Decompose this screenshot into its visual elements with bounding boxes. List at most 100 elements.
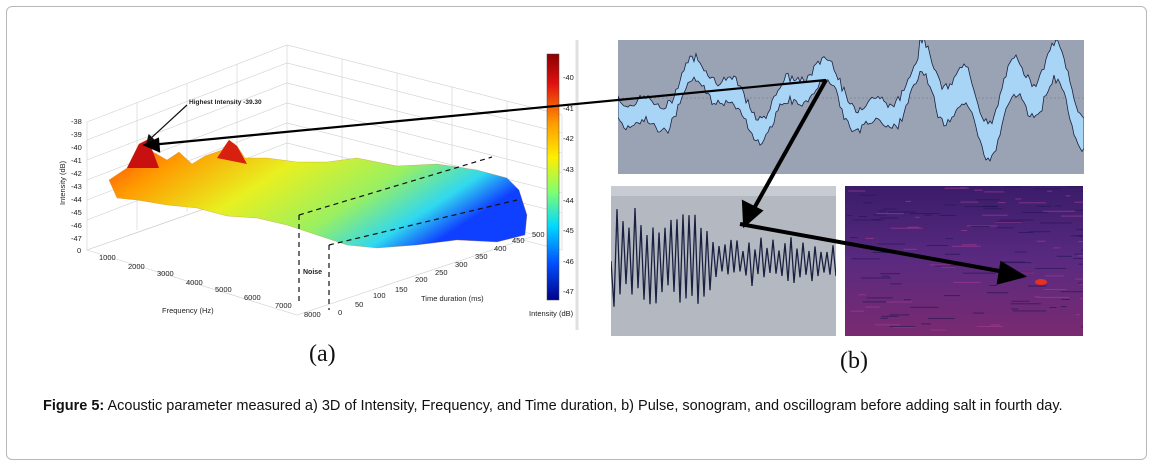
ytick: -44 xyxy=(71,195,82,204)
sonogram-streak xyxy=(1011,300,1030,302)
sonogram-streak xyxy=(849,237,858,238)
sonogram-streak xyxy=(1035,267,1066,269)
sonogram-streak xyxy=(1043,289,1067,290)
sonogram-streak xyxy=(1047,190,1053,192)
colorbar-tick: -41 xyxy=(563,104,574,113)
sonogram-streak xyxy=(1042,210,1075,212)
ytick: -42 xyxy=(71,169,82,178)
sonogram-streak xyxy=(879,217,899,219)
sonogram-streak xyxy=(918,256,930,258)
sonogram-streak xyxy=(1056,255,1072,257)
sonogram-streak xyxy=(1076,235,1082,237)
sonogram-streak xyxy=(1076,228,1083,230)
y-axis-label: Intensity (dB) xyxy=(58,160,67,205)
colorbar-label: Intensity (dB) xyxy=(529,309,574,318)
sonogram-streak xyxy=(1078,263,1083,265)
colorbar-tick: -44 xyxy=(563,196,574,205)
time-axis-label: Time duration (ms) xyxy=(421,294,484,303)
freq-tick: 5000 xyxy=(215,285,232,294)
time-tick: 300 xyxy=(455,260,468,269)
sonogram-streak xyxy=(890,227,923,229)
sonogram-streak xyxy=(860,194,876,196)
sonogram-hotspot xyxy=(1035,279,1047,285)
sonogram-streak xyxy=(1045,275,1064,277)
sonogram-streak xyxy=(1081,190,1083,192)
sonogram-streak xyxy=(921,323,931,325)
freq-tick: 0 xyxy=(77,246,81,255)
sonogram-streak xyxy=(1049,307,1057,308)
sonogram-streak xyxy=(971,226,990,227)
time-tick: 50 xyxy=(355,300,363,309)
sonogram-streak xyxy=(1060,306,1067,308)
sonogram-streak xyxy=(1054,205,1062,207)
sonogram-streak xyxy=(860,277,891,279)
sonogram-streak xyxy=(1033,188,1061,190)
sonogram-streak xyxy=(962,272,996,274)
sonogram-streak xyxy=(945,238,954,240)
sonogram-streak xyxy=(858,216,868,218)
sonogram-streak xyxy=(1002,261,1026,263)
sonogram-streak xyxy=(848,190,866,192)
sonogram-streak xyxy=(1011,272,1034,274)
sonogram-streak xyxy=(1075,278,1083,280)
sonogram-streak xyxy=(882,275,890,277)
colorbar xyxy=(546,53,560,301)
freq-tick: 1000 xyxy=(99,253,116,262)
sonogram-streak xyxy=(892,326,915,328)
sonogram-streak xyxy=(883,208,897,210)
sonogram-streak xyxy=(976,326,1003,327)
colorbar-tick: -42 xyxy=(563,134,574,143)
sonogram-streak xyxy=(989,285,997,286)
sonogram-streak xyxy=(986,292,1009,294)
time-tick: 500 xyxy=(532,230,545,239)
sonogram-streak xyxy=(1015,198,1022,200)
sonogram-streak xyxy=(1061,215,1083,217)
sonogram-streak xyxy=(1027,285,1047,287)
sonogram-streak xyxy=(910,306,939,308)
sonogram-streak xyxy=(983,205,999,207)
sonogram-streak xyxy=(1078,241,1083,243)
sonogram-streak xyxy=(862,301,887,303)
sonogram-streak xyxy=(1003,186,1022,188)
sonogram-streak xyxy=(889,326,915,327)
intensity-surface xyxy=(108,139,528,249)
sonogram-streak xyxy=(961,244,977,246)
sonogram-streak xyxy=(983,208,1003,210)
time-tick: 0 xyxy=(338,308,342,317)
time-tick: 200 xyxy=(415,275,428,284)
sonogram-streak xyxy=(903,248,917,250)
sonogram-streak xyxy=(903,299,911,301)
sonogram-streak xyxy=(909,213,940,215)
sonogram-streak xyxy=(877,243,906,245)
pulse-waveform xyxy=(611,186,836,336)
time-tick: 100 xyxy=(373,291,386,300)
sonogram-streak xyxy=(1022,211,1048,213)
sonogram-streak xyxy=(1078,255,1083,257)
ytick: -38 xyxy=(71,117,82,126)
sonogram xyxy=(845,186,1083,336)
peak-annotation: Highest Intensity -39.30 xyxy=(189,99,262,106)
sonogram-streak xyxy=(850,310,864,312)
sonogram-streak xyxy=(1012,310,1046,312)
time-tick: 450 xyxy=(512,236,525,245)
sonogram-streak xyxy=(982,214,1008,216)
colorbar-tick: -45 xyxy=(563,226,574,235)
freq-tick: 4000 xyxy=(186,278,203,287)
sonogram-streak xyxy=(944,295,961,297)
sonogram-streak xyxy=(934,265,957,267)
sonogram-streak xyxy=(863,202,873,204)
sonogram-streak xyxy=(1014,251,1027,253)
sonogram-streak xyxy=(1081,250,1083,252)
sonogram-streak xyxy=(881,315,899,317)
sonogram-streak xyxy=(964,206,995,208)
surface-plot-3d: -38 -39 -40 -41 -42 -43 -44 -45 -46 -47 … xyxy=(58,40,579,330)
sonogram-streak xyxy=(972,312,985,314)
colorbar-tick: -43 xyxy=(563,165,574,174)
sonogram-streak xyxy=(880,317,888,319)
sonogram-streak xyxy=(905,200,912,202)
sonogram-streak xyxy=(929,264,951,266)
oscillogram-waveform xyxy=(618,40,1084,174)
colorbar-tick: -47 xyxy=(563,287,574,296)
time-tick: 350 xyxy=(475,252,488,261)
sonogram-streak xyxy=(995,220,1024,222)
